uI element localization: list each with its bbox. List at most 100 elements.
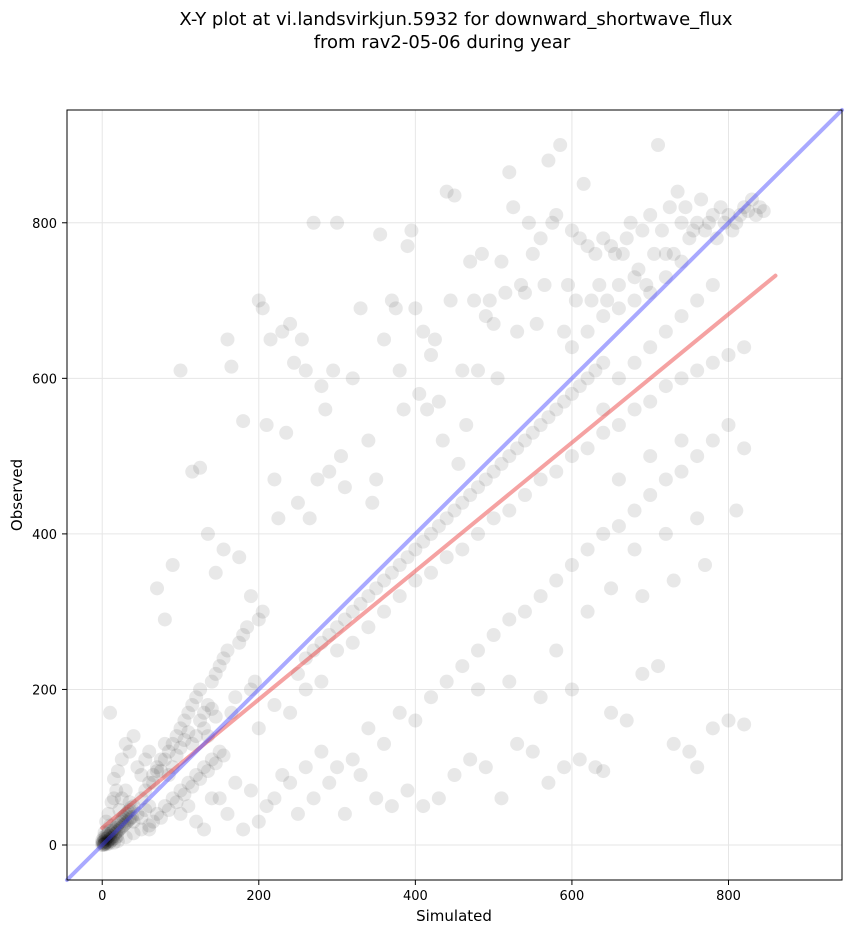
data-point — [251, 721, 266, 736]
data-point — [200, 698, 215, 712]
x-tick-label: 400 — [403, 889, 428, 904]
data-point — [212, 791, 227, 806]
data-point — [537, 278, 552, 292]
data-point — [705, 278, 720, 292]
data-point — [121, 804, 136, 819]
data-point — [104, 795, 119, 810]
data-point — [459, 418, 474, 432]
data-point — [106, 835, 121, 850]
data-point — [623, 215, 638, 230]
data-point — [635, 666, 650, 681]
data-point — [97, 831, 112, 846]
data-point — [165, 791, 180, 806]
data-point — [204, 674, 219, 689]
data-point — [126, 729, 141, 744]
data-point — [439, 511, 454, 526]
data-point — [643, 394, 658, 409]
data-point — [345, 604, 360, 619]
data-point — [400, 550, 415, 565]
data-point — [404, 223, 419, 238]
data-point — [521, 215, 536, 230]
data-point — [165, 760, 180, 775]
data-point — [126, 799, 141, 814]
data-point — [737, 340, 752, 355]
y-tick-label: 200 — [32, 683, 57, 698]
data-point — [431, 791, 446, 806]
data-point — [478, 760, 493, 775]
data-point — [408, 542, 423, 557]
data-point — [737, 200, 752, 215]
data-point — [114, 820, 129, 835]
data-point — [157, 752, 172, 767]
data-point — [486, 316, 501, 331]
data-point — [549, 208, 564, 222]
data-point — [259, 418, 274, 432]
data-point — [502, 674, 517, 689]
data-point — [408, 301, 423, 316]
data-point — [337, 480, 352, 495]
data-point — [533, 472, 548, 487]
data-point — [173, 806, 188, 821]
data-point — [470, 682, 485, 697]
data-point — [103, 705, 118, 720]
data-point — [369, 472, 384, 487]
data-point — [99, 834, 114, 849]
reference-lines — [65, 108, 844, 882]
data-point — [189, 690, 204, 705]
data-point — [525, 425, 540, 440]
data-point — [106, 771, 121, 786]
data-point — [756, 204, 771, 219]
data-point — [232, 550, 247, 565]
data-point — [517, 433, 532, 448]
data-point — [161, 744, 176, 759]
data-point — [123, 811, 138, 826]
data-point — [467, 293, 482, 308]
data-point — [400, 239, 415, 254]
data-point — [392, 589, 407, 604]
data-point — [95, 833, 110, 848]
data-point — [396, 402, 411, 417]
data-point — [592, 278, 607, 292]
data-point — [596, 355, 611, 370]
data-point — [474, 246, 489, 261]
data-point — [177, 787, 192, 802]
data-point — [517, 604, 532, 619]
data-point — [694, 192, 709, 207]
data-point — [330, 215, 345, 230]
data-point — [517, 285, 532, 300]
data-point — [212, 744, 227, 759]
data-point — [651, 659, 666, 674]
data-point — [255, 604, 270, 619]
data-point — [549, 464, 564, 479]
data-point — [96, 836, 111, 851]
data-point — [384, 293, 399, 308]
data-point — [576, 176, 591, 191]
data-point — [314, 744, 329, 759]
data-point — [596, 764, 611, 779]
data-point — [533, 690, 548, 705]
regression-line — [100, 273, 778, 830]
data-point — [100, 835, 115, 850]
data-point — [549, 643, 564, 658]
data-point — [384, 565, 399, 580]
data-point — [470, 526, 485, 541]
data-point — [150, 764, 165, 779]
data-point — [212, 659, 227, 674]
data-point — [662, 200, 677, 215]
data-point — [142, 799, 157, 814]
data-point — [196, 721, 211, 736]
data-point — [588, 246, 603, 261]
data-point — [330, 760, 345, 775]
data-point — [306, 215, 321, 230]
data-point — [678, 200, 693, 215]
data-point — [510, 736, 525, 751]
data-point — [153, 764, 168, 779]
data-point — [104, 831, 119, 845]
data-point — [259, 799, 274, 814]
data-point — [741, 204, 756, 219]
data-point — [455, 363, 470, 378]
data-point — [196, 705, 211, 720]
data-point — [451, 456, 466, 471]
data-point — [107, 827, 122, 842]
data-point — [721, 713, 736, 728]
